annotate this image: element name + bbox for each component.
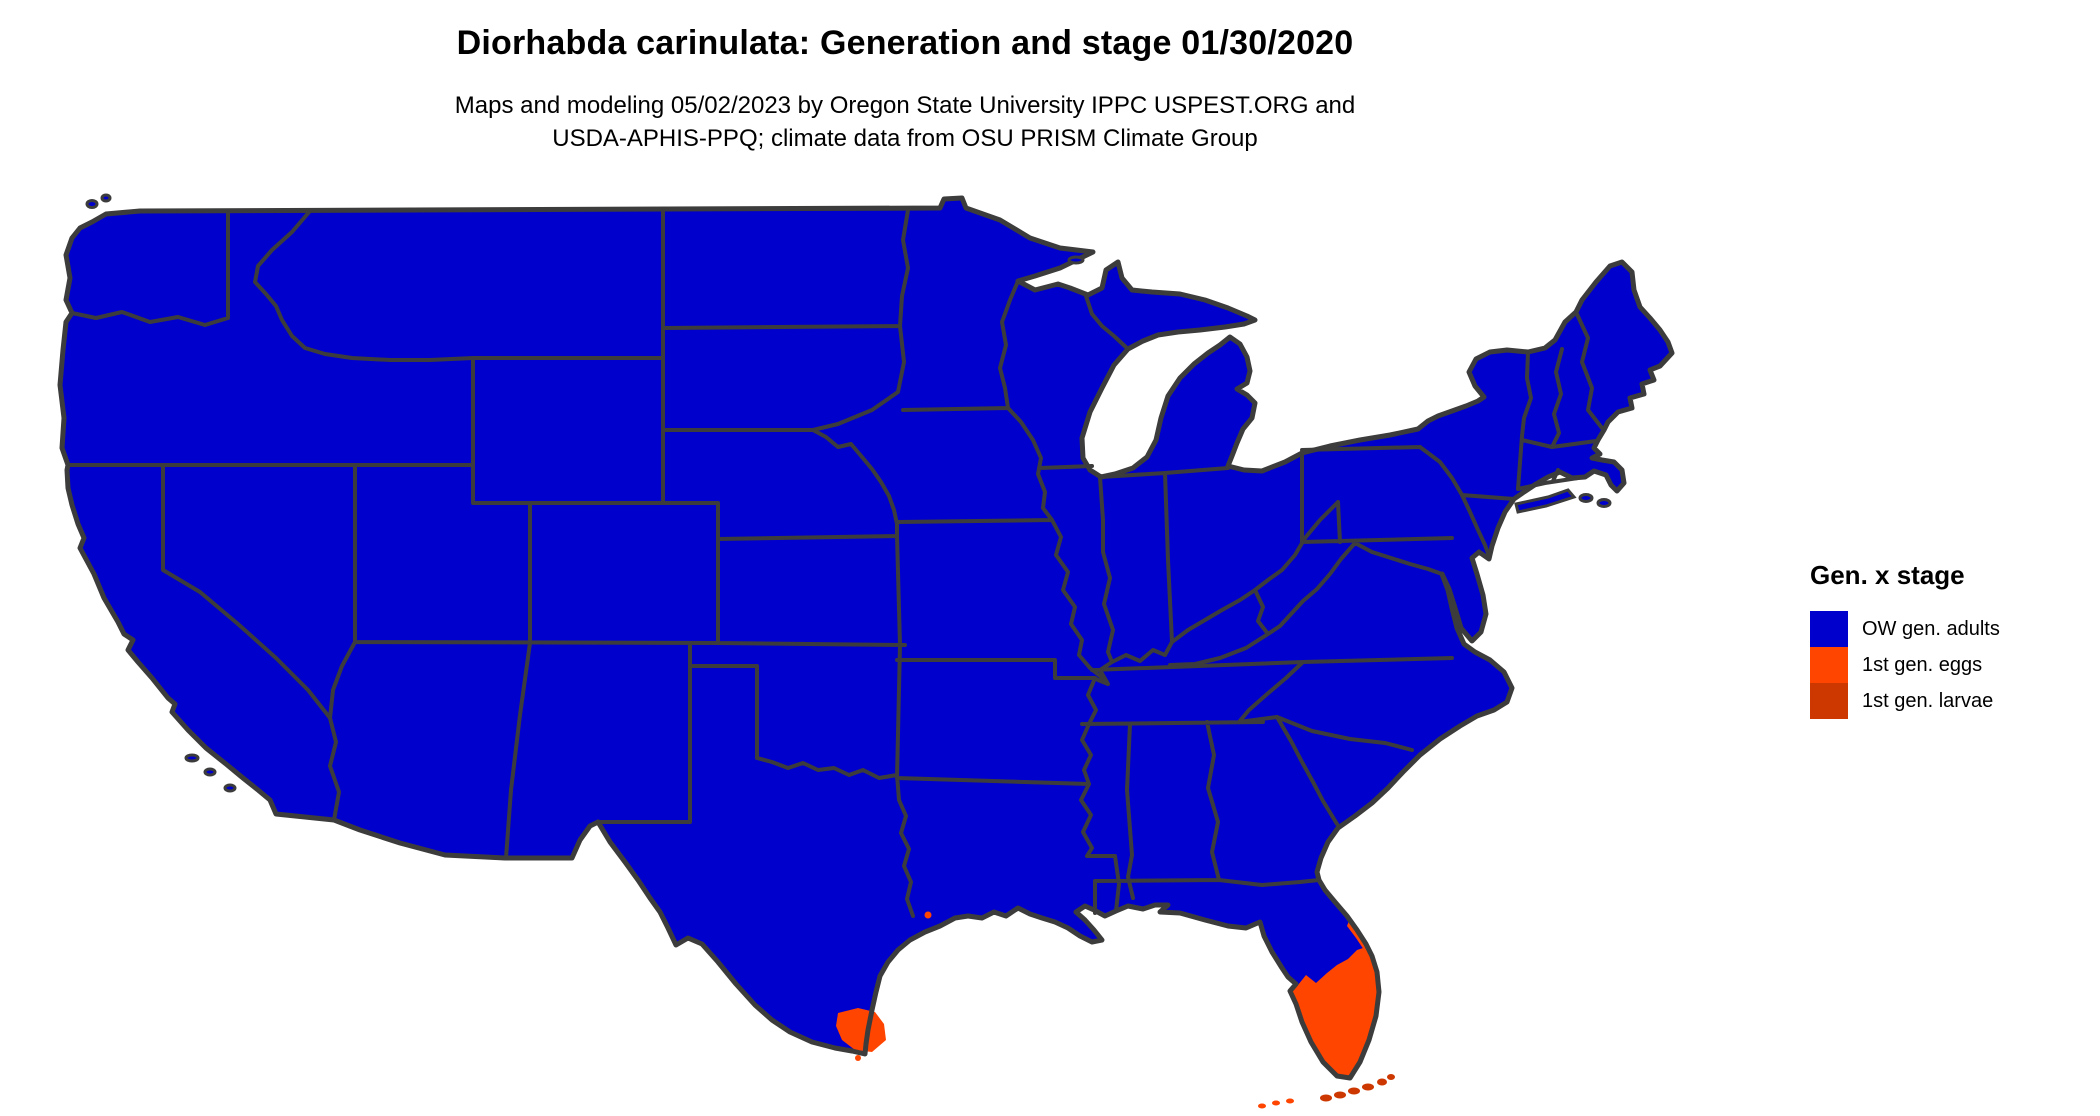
legend-swatch-1st-gen-larvae xyxy=(1810,683,1848,719)
keys-west-speck-1 xyxy=(1258,1103,1266,1109)
legend-label-1st-gen-larvae: 1st gen. larvae xyxy=(1862,689,1994,712)
legend-label-column: OW gen. adults 1st gen. eggs 1st gen. la… xyxy=(1862,611,2000,719)
long-island xyxy=(1514,488,1577,514)
stage-region-eggs-florida xyxy=(1288,947,1379,1078)
channel-island-1 xyxy=(184,753,200,763)
marthas-vineyard xyxy=(1578,493,1594,503)
legend-swatch-ow-gen-adults xyxy=(1810,611,1848,647)
us-landmass xyxy=(60,198,1672,1078)
keys-west-speck-2 xyxy=(1272,1100,1280,1106)
stage-region-eggs-texas xyxy=(836,1008,886,1052)
legend-swatch-column xyxy=(1810,611,1848,719)
channel-island-2 xyxy=(203,767,217,777)
isle-royale xyxy=(1067,255,1085,265)
stage-region-eggs-texas-speck xyxy=(855,1055,861,1061)
san-juan-island-1 xyxy=(85,199,99,209)
subtitle-line-1: Maps and modeling 05/02/2023 by Oregon S… xyxy=(454,92,1356,119)
legend-label-ow-gen-adults: OW gen. adults xyxy=(1862,617,2000,640)
state-borders xyxy=(66,208,1604,918)
page-title: Diorhabda carinulata: Generation and sta… xyxy=(456,24,1354,62)
header: Diorhabda carinulata: Generation and sta… xyxy=(55,0,1755,155)
subtitle-line-2: USDA-APHIS-PPQ; climate data from OSU PR… xyxy=(552,125,1258,152)
legend: Gen. x stage OW gen. adults 1st gen. egg… xyxy=(1810,560,2090,719)
islands xyxy=(85,193,1612,793)
stage-region-larvae-florida-keys xyxy=(1320,1074,1395,1102)
channel-island-3 xyxy=(223,783,237,793)
keys-west-speck-3 xyxy=(1286,1098,1294,1104)
legend-title: Gen. x stage xyxy=(1810,560,1965,590)
legend-swatch-1st-gen-eggs xyxy=(1810,647,1848,683)
us-coastline xyxy=(57,195,1675,1081)
stage-region-eggs-louisiana-speck xyxy=(924,911,932,919)
san-juan-island-2 xyxy=(100,193,112,203)
legend-label-1st-gen-eggs: 1st gen. eggs xyxy=(1862,653,1983,676)
nantucket xyxy=(1596,498,1612,508)
map-subtitle: Maps and modeling 05/02/2023 by Oregon S… xyxy=(55,89,1755,155)
